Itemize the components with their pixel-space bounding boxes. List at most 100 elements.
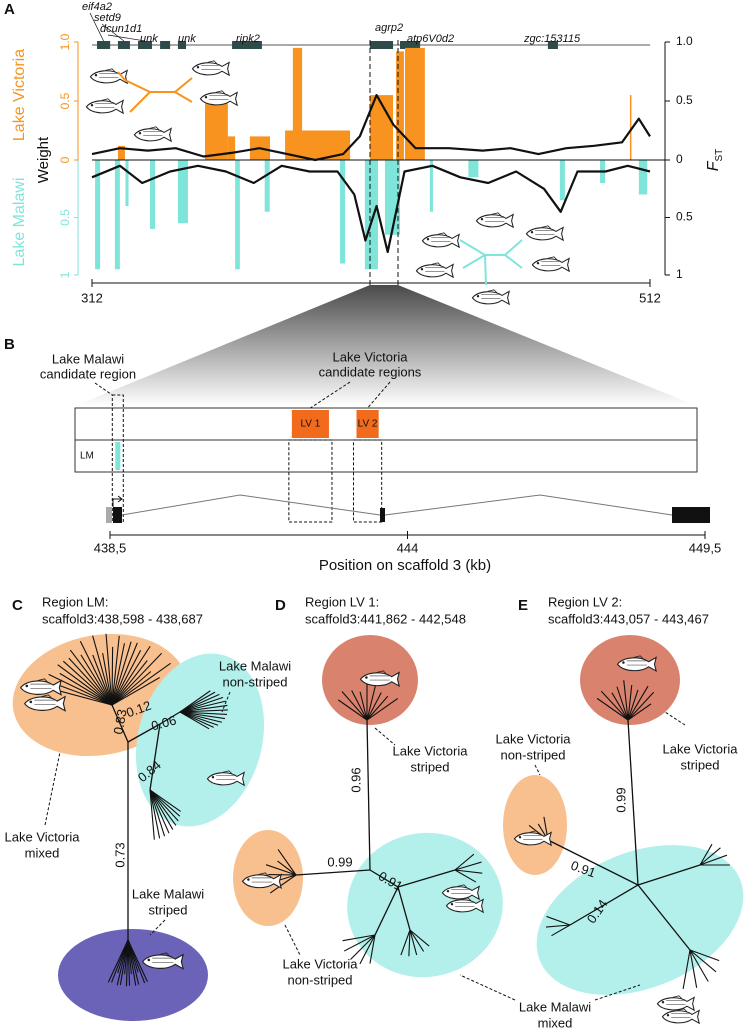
- leader: [44, 751, 61, 826]
- gene: [177, 41, 187, 49]
- region-label: LV 1: [300, 419, 320, 430]
- mini-tree: [124, 79, 151, 93]
- branch: [454, 869, 477, 883]
- group-label: mixed: [538, 1015, 573, 1030]
- gene-leader: [107, 34, 146, 42]
- region-dashed-box: [111, 394, 124, 523]
- x-tick-label: 449,5: [689, 540, 722, 555]
- weight-axis-label: Weight: [35, 136, 52, 183]
- branch: [699, 847, 721, 866]
- group-label: Lake Malawi: [132, 886, 204, 901]
- y-tick-label: 0.5: [58, 209, 72, 226]
- gene-label: setd9: [94, 12, 121, 24]
- region-dashed-box: [288, 439, 333, 523]
- branch: [149, 789, 181, 812]
- region-box: [115, 442, 121, 470]
- branch: [369, 869, 399, 888]
- mini-tree: [504, 254, 523, 269]
- branch: [107, 939, 129, 983]
- branch: [342, 934, 376, 942]
- fish-icon: [471, 289, 510, 305]
- region-label: LM: [80, 451, 94, 462]
- victoria-fst-line: [91, 94, 651, 162]
- branch: [689, 949, 717, 973]
- x-tick-label: 312: [81, 290, 103, 305]
- fish-icon: [85, 98, 124, 114]
- branch: [623, 680, 629, 721]
- panel-coords: scaffold3:443,057 - 443,467: [548, 611, 709, 626]
- branch: [149, 723, 161, 791]
- branch: [627, 689, 639, 721]
- group-label: Lake Victoria: [663, 741, 739, 756]
- branch: [627, 703, 652, 721]
- fish-icon: [191, 60, 230, 76]
- exon: [380, 508, 385, 522]
- branch: [111, 641, 132, 706]
- region-caption: Lake Victoria: [333, 349, 409, 364]
- branch: [699, 843, 713, 866]
- branch: [627, 719, 639, 886]
- branch: [366, 683, 377, 721]
- fish-icon: [415, 262, 454, 278]
- branch: [111, 704, 129, 743]
- branch: [351, 690, 368, 721]
- branch: [637, 884, 691, 951]
- branch: [69, 649, 113, 706]
- tss-arrow: [112, 495, 123, 507]
- branch: [699, 854, 728, 866]
- branch: [179, 696, 224, 713]
- branch: [454, 853, 475, 871]
- panel-title: Region LV 1:: [305, 594, 379, 609]
- gene: [369, 41, 394, 49]
- victoria-weight-bar: [117, 145, 125, 160]
- branch: [111, 646, 114, 706]
- branch: [596, 697, 629, 721]
- group-label: Lake Victoria: [5, 829, 81, 844]
- branch: [102, 652, 113, 706]
- branch: [48, 673, 113, 706]
- region-caption: Lake Malawi: [52, 351, 124, 366]
- panel-title: Region LV 2:: [548, 594, 622, 609]
- gene-leader: [89, 12, 104, 42]
- branch: [79, 641, 113, 706]
- region-caption: candidate region: [40, 366, 136, 381]
- leader: [149, 919, 166, 936]
- leader: [310, 381, 351, 409]
- branch: [59, 672, 113, 706]
- branch: [366, 698, 399, 721]
- branch: [409, 929, 425, 952]
- gene: [117, 41, 130, 49]
- gene: [160, 41, 171, 49]
- victoria-weight-bar: [227, 136, 236, 160]
- gene: [97, 41, 111, 49]
- branch: [359, 691, 368, 721]
- panel-label: E: [518, 597, 528, 614]
- branch: [343, 934, 376, 952]
- branch: [105, 633, 113, 706]
- branch: [179, 711, 223, 723]
- branch: [111, 643, 126, 706]
- group-label: Lake Victoria: [393, 743, 469, 758]
- clade-blob: [580, 635, 680, 725]
- branch: [545, 924, 571, 928]
- branch: [179, 711, 226, 720]
- malawi-weight-bar: [235, 160, 240, 270]
- branch: [454, 861, 482, 871]
- fst-symbol: F: [705, 160, 722, 171]
- clade-blob: [503, 775, 567, 875]
- y-tick-label: 1: [58, 271, 72, 278]
- leader: [221, 691, 231, 713]
- branch: [68, 657, 113, 706]
- group-label: non-striped: [500, 747, 565, 762]
- branch: [359, 934, 376, 965]
- group-label: striped: [148, 902, 187, 917]
- group-label: striped: [680, 757, 719, 772]
- branch: [689, 949, 720, 962]
- malawi-axis-label: Lake Malawi: [11, 178, 28, 267]
- branch: [689, 949, 709, 982]
- gene-label: ripk2: [236, 33, 260, 45]
- gene: [400, 41, 421, 49]
- victoria-weight-bar: [396, 51, 404, 160]
- panel-label: B: [4, 336, 15, 353]
- group-label: Lake Victoria: [496, 731, 572, 746]
